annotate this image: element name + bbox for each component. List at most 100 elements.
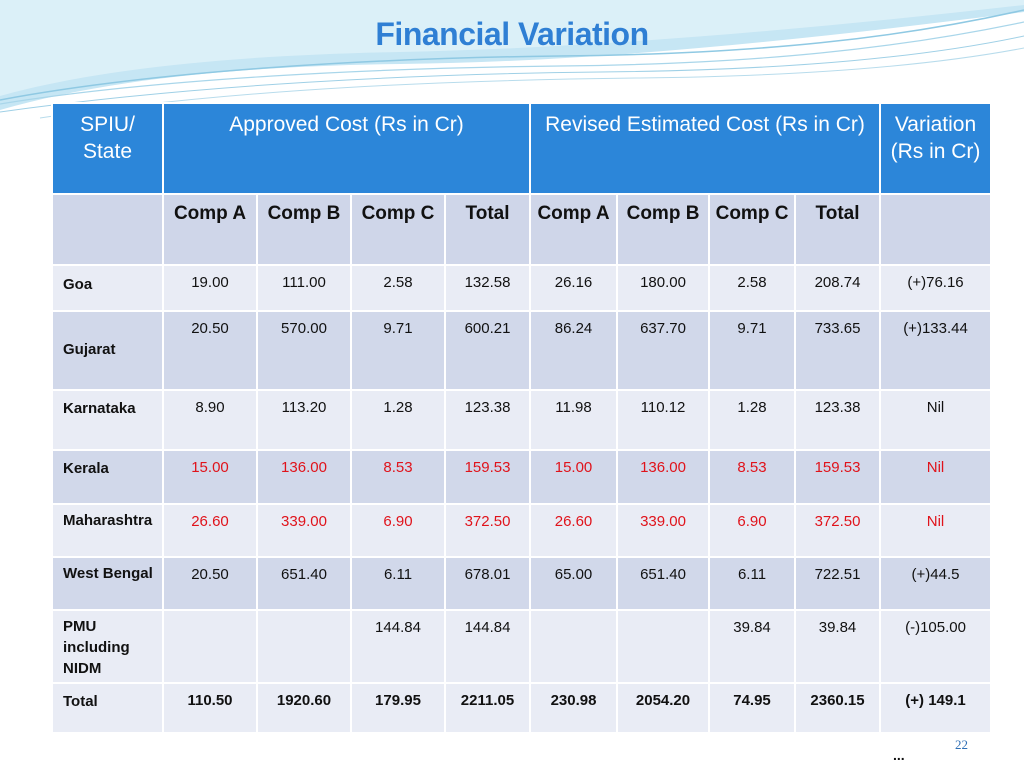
value-cell: 651.40 (616, 556, 711, 611)
subheader-cell: Comp C (350, 193, 446, 266)
value-cell: (+)76.16 (879, 264, 993, 312)
value-cell: 159.53 (794, 449, 882, 505)
value-cell: 144.84 (443, 609, 532, 684)
header-row: SPIU/ State Approved Cost (Rs in Cr) Rev… (51, 102, 993, 195)
value-cell: 144.84 (350, 609, 446, 684)
state-cell: Gujarat (51, 310, 164, 391)
value-cell: 1.28 (708, 389, 797, 451)
value-cell: 339.00 (256, 503, 352, 558)
value-cell: 159.53 (443, 449, 532, 505)
ellipsis: ... (893, 747, 905, 763)
subheader-cell: Comp B (616, 193, 711, 266)
value-cell: Nil (879, 389, 993, 451)
value-cell: 26.60 (162, 503, 258, 558)
state-cell: Karnataka (51, 389, 164, 451)
value-cell (162, 609, 258, 684)
value-cell: (+)133.44 (879, 310, 993, 391)
subheader-row: Comp A Comp B Comp C Total Comp A Comp B… (51, 193, 993, 266)
value-cell: 15.00 (529, 449, 619, 505)
state-cell: Maharashtra (51, 503, 164, 558)
value-cell: 2.58 (350, 264, 446, 312)
value-cell: 65.00 (529, 556, 619, 611)
subheader-cell: Total (794, 193, 882, 266)
value-cell: 570.00 (256, 310, 352, 391)
subheader-blank (51, 193, 164, 266)
page-number: 22 (955, 737, 968, 752)
value-cell: 26.60 (529, 503, 619, 558)
value-cell: 179.95 (350, 682, 446, 734)
value-cell: 86.24 (529, 310, 619, 391)
subheader-cell: Comp C (708, 193, 797, 266)
table-row: Karnataka 8.90 113.20 1.28 123.38 11.98 110.12… (51, 389, 993, 451)
value-cell (529, 609, 619, 684)
value-cell: 6.90 (708, 503, 797, 558)
value-cell: 110.50 (162, 682, 258, 734)
decorative-swoosh (0, 0, 1024, 119)
value-cell: Nil (879, 503, 993, 558)
value-cell: 2.58 (708, 264, 797, 312)
value-cell: 136.00 (616, 449, 711, 505)
value-cell: 733.65 (794, 310, 882, 391)
value-cell: 132.58 (443, 264, 532, 312)
table-row: Total 110.50 1920.60 179.95 2211.05 230.98 205… (51, 682, 993, 734)
value-cell: 1920.60 (256, 682, 352, 734)
value-cell: 600.21 (443, 310, 532, 391)
value-cell: 2054.20 (616, 682, 711, 734)
value-cell: 6.11 (350, 556, 446, 611)
value-cell: 39.84 (708, 609, 797, 684)
value-cell: 136.00 (256, 449, 352, 505)
value-cell: 2211.05 (443, 682, 532, 734)
state-cell: Total (51, 682, 164, 734)
subheader-cell: Comp B (256, 193, 352, 266)
table-row: Maharashtra 26.60 339.00 6.90 372.50 26.60 339… (51, 503, 993, 558)
table-row: West Bengal 20.50 651.40 6.11 678.01 65.00 651… (51, 556, 993, 611)
table-row: Kerala 15.00 136.00 8.53 159.53 15.00 136.00 8.… (51, 449, 993, 505)
table-row: Goa 19.00 111.00 2.58 132.58 26.16 180.00 2.58 2… (51, 264, 993, 312)
financial-variation-table: SPIU/ State Approved Cost (Rs in Cr) Rev… (51, 102, 993, 734)
value-cell: 651.40 (256, 556, 352, 611)
subheader-cell: Total (443, 193, 532, 266)
value-cell: 8.53 (708, 449, 797, 505)
value-cell: 637.70 (616, 310, 711, 391)
header-variation: Variation (Rs in Cr) (879, 102, 993, 195)
value-cell: (+)44.5 (879, 556, 993, 611)
value-cell (256, 609, 352, 684)
value-cell: 2360.15 (794, 682, 882, 734)
subheader-blank (879, 193, 993, 266)
value-cell: 20.50 (162, 310, 258, 391)
state-cell: Kerala (51, 449, 164, 505)
value-cell: 180.00 (616, 264, 711, 312)
value-cell: (+) 149.1 (879, 682, 993, 734)
value-cell: 123.38 (443, 389, 532, 451)
value-cell: 11.98 (529, 389, 619, 451)
state-cell: West Bengal (51, 556, 164, 611)
value-cell: 372.50 (794, 503, 882, 558)
value-cell: 111.00 (256, 264, 352, 312)
value-cell: 339.00 (616, 503, 711, 558)
value-cell: 15.00 (162, 449, 258, 505)
value-cell (616, 609, 711, 684)
value-cell: 208.74 (794, 264, 882, 312)
header-revised-cost: Revised Estimated Cost (Rs in Cr) (529, 102, 882, 195)
value-cell: 9.71 (350, 310, 446, 391)
value-cell: 230.98 (529, 682, 619, 734)
page-title: Financial Variation (375, 16, 649, 52)
state-cell: Goa (51, 264, 164, 312)
value-cell: 8.53 (350, 449, 446, 505)
table-row: Gujarat 20.50 570.00 9.71 600.21 86.24 637.70 9… (51, 310, 993, 391)
header-approved-cost: Approved Cost (Rs in Cr) (161, 102, 532, 195)
subheader-cell: Comp A (529, 193, 619, 266)
value-cell: 8.90 (162, 389, 258, 451)
state-cell: PMU including NIDM (51, 609, 164, 684)
value-cell: 372.50 (443, 503, 532, 558)
value-cell: Nil (879, 449, 993, 505)
value-cell: 6.90 (350, 503, 446, 558)
subheader-cell: Comp A (162, 193, 258, 266)
value-cell: 6.11 (708, 556, 797, 611)
table-row: PMU including NIDM 144.84 144.84 39.84 39.84… (51, 609, 993, 684)
value-cell: (-)105.00 (879, 609, 993, 684)
value-cell: 39.84 (794, 609, 882, 684)
value-cell: 1.28 (350, 389, 446, 451)
value-cell: 20.50 (162, 556, 258, 611)
value-cell: 26.16 (529, 264, 619, 312)
